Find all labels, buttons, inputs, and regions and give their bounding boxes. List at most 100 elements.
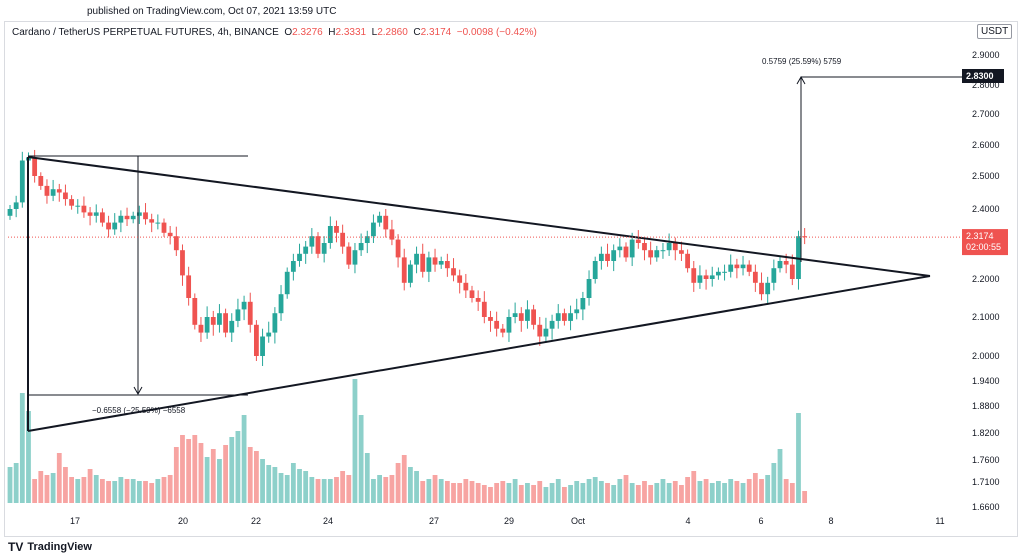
candle-body xyxy=(728,264,734,272)
candle-body xyxy=(598,253,604,261)
time-tick-label: 20 xyxy=(178,516,188,526)
open-value: 2.3276 xyxy=(292,27,323,38)
time-tick-label: 11 xyxy=(935,516,944,526)
candle xyxy=(789,254,795,286)
candle-body xyxy=(777,261,783,269)
tradingview-brand[interactable]: TV TradingView xyxy=(8,540,92,554)
volume-bar xyxy=(63,467,68,503)
volume-bar xyxy=(56,453,62,503)
candle-body xyxy=(143,212,148,220)
volume-bar xyxy=(247,447,253,503)
price-tick-label: 2.5000 xyxy=(972,171,1000,181)
candle-body xyxy=(340,232,346,247)
candle-body xyxy=(241,301,247,310)
candle xyxy=(765,276,771,305)
candle xyxy=(771,259,777,291)
volume-bar xyxy=(149,483,155,503)
candle xyxy=(728,254,734,278)
last-price-box xyxy=(962,229,1008,256)
time-tick-label: 17 xyxy=(70,516,80,526)
volume-bar xyxy=(506,483,512,503)
candle xyxy=(266,321,272,343)
candle xyxy=(759,272,764,301)
candle xyxy=(469,285,475,303)
volume-bar xyxy=(272,467,278,503)
volume-bar xyxy=(494,483,500,503)
volume-bar xyxy=(32,479,38,503)
volume-bar xyxy=(648,485,654,503)
candle xyxy=(303,240,309,264)
volume-bar xyxy=(481,485,487,503)
candle-body xyxy=(666,243,672,251)
candle xyxy=(143,203,148,225)
volume-bar xyxy=(543,487,549,503)
candle xyxy=(389,219,395,246)
candle-body xyxy=(623,246,629,258)
price-tick-label: 2.9000 xyxy=(972,50,1000,60)
volume-bar xyxy=(734,481,740,503)
price-tick-label: 2.0000 xyxy=(972,351,1000,361)
candle-body xyxy=(167,232,173,237)
candle-body xyxy=(112,222,118,230)
candle-body xyxy=(796,236,801,279)
candle-body xyxy=(186,275,192,298)
candle xyxy=(623,242,629,262)
volume-bar xyxy=(106,481,111,503)
candle-body xyxy=(290,261,296,272)
candle xyxy=(598,246,604,270)
candle xyxy=(87,207,93,226)
volume-bar xyxy=(709,483,715,503)
candle-body xyxy=(660,250,666,252)
volume-bar xyxy=(155,479,161,503)
candle-body xyxy=(321,243,327,254)
candle xyxy=(130,211,136,224)
candle-body xyxy=(278,294,284,314)
candle xyxy=(44,179,50,204)
candle-body xyxy=(771,268,777,283)
candle-body xyxy=(377,215,382,223)
candle xyxy=(204,306,210,339)
volume-bar xyxy=(198,443,204,503)
candle xyxy=(161,218,167,237)
target-price-box xyxy=(962,69,1004,83)
volume-bar xyxy=(642,481,647,503)
candle xyxy=(358,233,364,256)
candle-body xyxy=(266,332,272,337)
candle xyxy=(672,237,678,261)
volume-bar xyxy=(69,477,74,503)
candle xyxy=(777,256,783,273)
volume-bar xyxy=(87,469,93,503)
open-label: O xyxy=(284,27,293,38)
volume-bar xyxy=(796,413,801,503)
symbol-title: Cardano / TetherUS PERPETUAL FUTURES, 4h… xyxy=(12,27,279,38)
candle-body xyxy=(130,215,136,220)
candle xyxy=(555,304,561,329)
candle-body xyxy=(494,320,500,329)
price-tick-label: 2.1000 xyxy=(972,312,1000,322)
measure-bottom-label: −0.6558 (−25.59%) −6558 xyxy=(92,406,186,415)
low-value: 2.2860 xyxy=(377,27,408,38)
low-label: L xyxy=(371,27,378,38)
price-tick-label: 1.8800 xyxy=(972,401,1000,411)
candle-body xyxy=(611,250,617,261)
candle-body xyxy=(592,261,598,279)
volume-series xyxy=(7,379,808,503)
candle xyxy=(408,260,413,288)
price-tick-label: 2.8000 xyxy=(972,80,1000,90)
volume-bar xyxy=(759,479,764,503)
volume-bar xyxy=(611,485,617,503)
candle-body xyxy=(451,268,456,276)
candle-body xyxy=(574,309,580,314)
candle-body xyxy=(537,324,543,337)
volume-bar xyxy=(278,473,284,503)
candle-body xyxy=(149,219,155,223)
candle-body xyxy=(395,239,401,258)
candle xyxy=(802,228,808,245)
candle-body xyxy=(457,275,463,283)
currency-button[interactable]: USDT xyxy=(977,24,1013,39)
candle-body xyxy=(432,257,438,265)
candle xyxy=(697,265,703,289)
volume-bar xyxy=(303,471,309,503)
high-value: 2.3331 xyxy=(335,27,367,38)
